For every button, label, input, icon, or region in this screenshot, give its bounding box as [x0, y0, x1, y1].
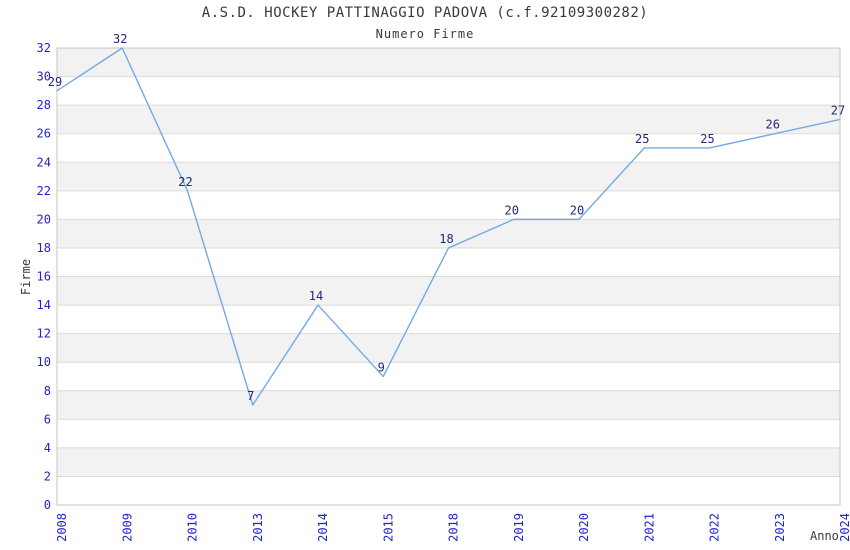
y-tick-label: 8: [44, 384, 51, 398]
y-tick-label: 2: [44, 469, 51, 483]
y-tick-label: 20: [37, 212, 51, 226]
plot-band: [57, 390, 840, 420]
y-tick-label: 12: [37, 327, 51, 341]
data-point-label: 22: [178, 175, 192, 189]
series-line: [56, 47, 841, 406]
x-tick-label: 2019: [512, 513, 526, 542]
chart-title: A.S.D. HOCKEY PATTINAGGIO PADOVA (c.f.92…: [201, 5, 649, 21]
x-tick-label: 2015: [381, 513, 395, 542]
x-tick-label: 2021: [642, 513, 656, 542]
y-tick-label: 16: [37, 270, 51, 284]
data-point-label: 14: [309, 289, 323, 303]
x-tick-label: 2014: [316, 513, 330, 542]
plot-band: [57, 333, 840, 363]
data-point-label: 25: [635, 132, 649, 146]
x-tick-label: 2008: [55, 513, 69, 542]
y-tick-label: 18: [37, 241, 51, 255]
y-tick-label: 0: [44, 498, 51, 512]
plot-band: [57, 105, 840, 134]
data-point-label: 29: [48, 75, 62, 89]
plot-band: [57, 276, 840, 306]
chart-subtitle: Numero Firme: [375, 27, 475, 41]
x-tick-label: 2009: [120, 513, 134, 542]
data-point-label: 20: [570, 203, 584, 217]
x-tick-label: 2010: [186, 513, 200, 542]
plot-border: [56, 47, 841, 506]
y-tick-label: 26: [37, 127, 51, 141]
data-point-label: 18: [439, 232, 453, 246]
x-tick-label: 2013: [251, 513, 265, 542]
data-point-label: 27: [831, 103, 845, 117]
x-tick-label: 2022: [708, 513, 722, 542]
x-tick-label: 2020: [577, 513, 591, 542]
data-point-label: 25: [700, 132, 714, 146]
y-tick-label: 14: [37, 298, 51, 312]
x-axis-title: Anno: [810, 529, 839, 543]
data-point-label: 26: [766, 118, 780, 132]
x-tick-label: 2018: [447, 513, 461, 542]
x-tick-label: 2023: [773, 513, 787, 542]
y-tick-label: 22: [37, 184, 51, 198]
data-point-label: 20: [505, 203, 519, 217]
plot-band: [57, 219, 840, 248]
y-tick-label: 24: [37, 155, 51, 169]
data-point-label: 7: [247, 389, 254, 403]
data-point-label: 32: [113, 32, 127, 46]
plot-band: [57, 162, 840, 191]
y-tick-label: 28: [37, 98, 51, 112]
y-tick-label: 6: [44, 412, 51, 426]
data-point-label: 9: [378, 360, 385, 374]
plot-band: [57, 447, 840, 477]
y-tick-label: 10: [37, 355, 51, 369]
plot-band: [57, 48, 840, 77]
x-tick-label: 2024: [838, 513, 850, 542]
y-tick-label: 4: [44, 441, 51, 455]
y-tick-label: 32: [37, 41, 51, 55]
y-tick-label: 30: [37, 70, 51, 84]
